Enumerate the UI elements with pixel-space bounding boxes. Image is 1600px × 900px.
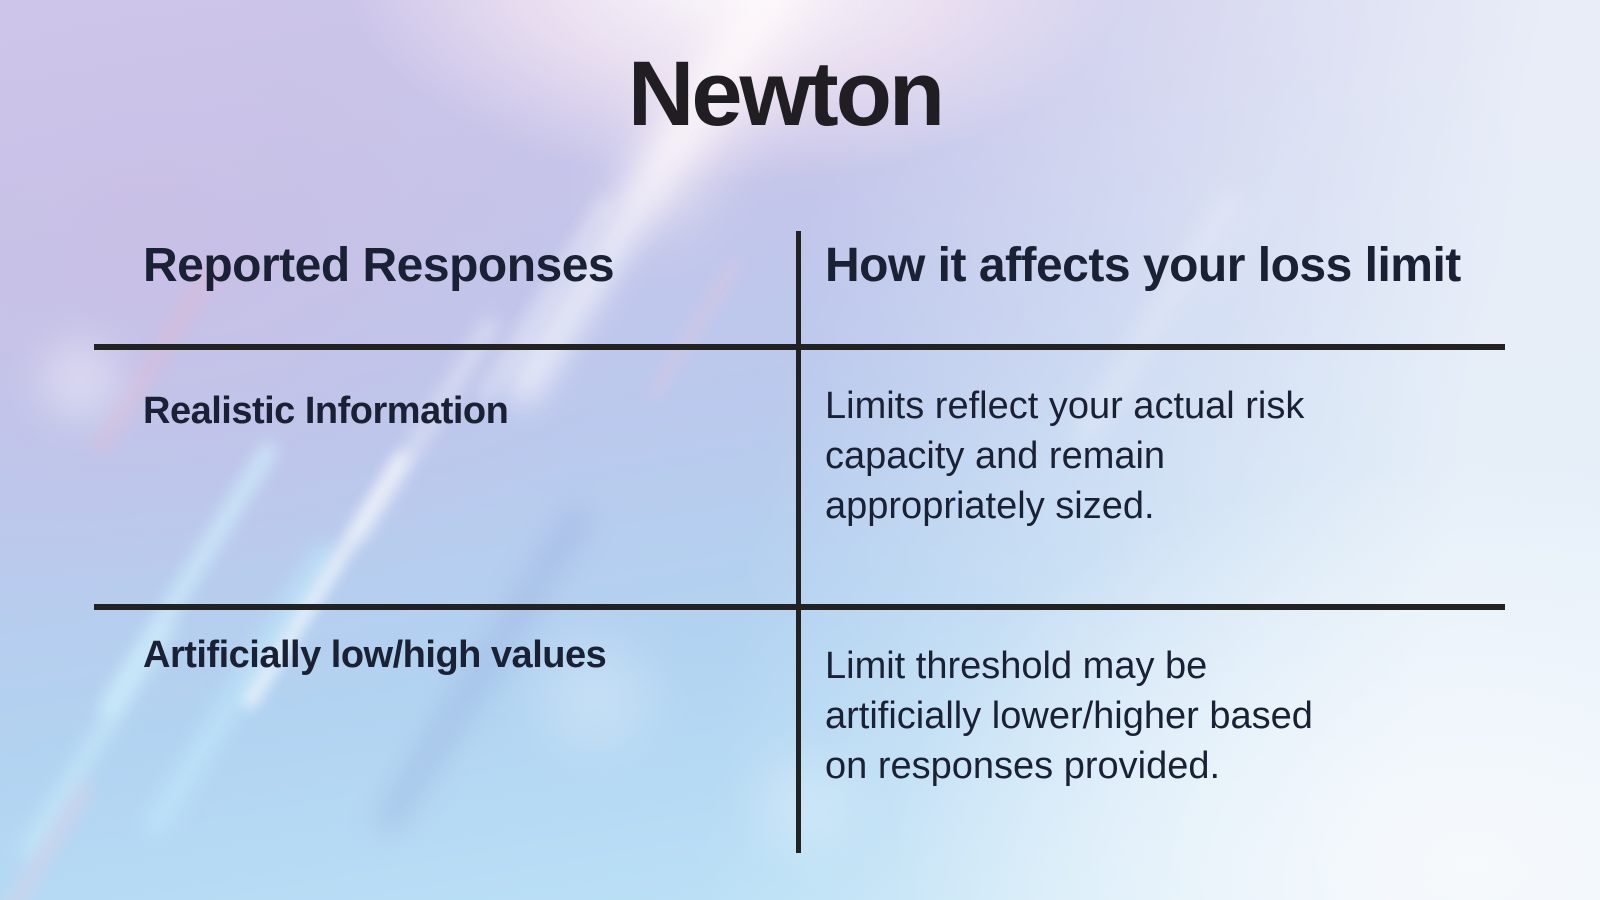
light-streak xyxy=(96,440,280,720)
light-streak xyxy=(477,196,611,404)
page-title: Newton xyxy=(627,43,945,145)
table-header-divider xyxy=(94,344,1505,350)
light-streak xyxy=(141,540,339,840)
table-row-divider xyxy=(94,604,1505,610)
table-vertical-divider xyxy=(796,231,801,853)
column-header-reported-responses: Reported Responses xyxy=(143,239,615,292)
light-streak xyxy=(0,780,95,900)
row-effect-realistic-information: Limits reflect your actual risk capacity… xyxy=(825,385,1305,527)
row-label-realistic-information: Realistic Information xyxy=(143,390,509,432)
light-streak xyxy=(648,260,740,400)
row-effect-artificial-values: Limit threshold may be artificially lowe… xyxy=(825,645,1313,787)
bokeh-circle xyxy=(40,340,120,420)
row-label-artificial-values: Artificially low/high values xyxy=(143,634,607,676)
column-header-loss-limit: How it affects your loss limit xyxy=(825,239,1461,292)
